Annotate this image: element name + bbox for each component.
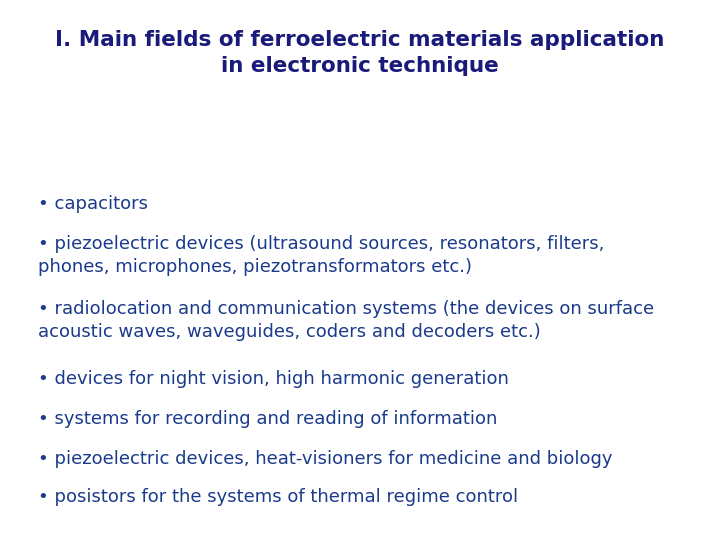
Text: • piezoelectric devices (ultrasound sources, resonators, filters,
phones, microp: • piezoelectric devices (ultrasound sour… (38, 235, 604, 276)
Text: I. Main fields of ferroelectric materials application
in electronic technique: I. Main fields of ferroelectric material… (55, 30, 665, 76)
Text: • devices for night vision, high harmonic generation: • devices for night vision, high harmoni… (38, 370, 509, 388)
Text: • radiolocation and communication systems (the devices on surface
acoustic waves: • radiolocation and communication system… (38, 300, 654, 341)
Text: • posistors for the systems of thermal regime control: • posistors for the systems of thermal r… (38, 488, 518, 506)
Text: • piezoelectric devices, heat-visioners for medicine and biology: • piezoelectric devices, heat-visioners … (38, 450, 613, 468)
Text: • capacitors: • capacitors (38, 195, 148, 213)
Text: • systems for recording and reading of information: • systems for recording and reading of i… (38, 410, 498, 428)
